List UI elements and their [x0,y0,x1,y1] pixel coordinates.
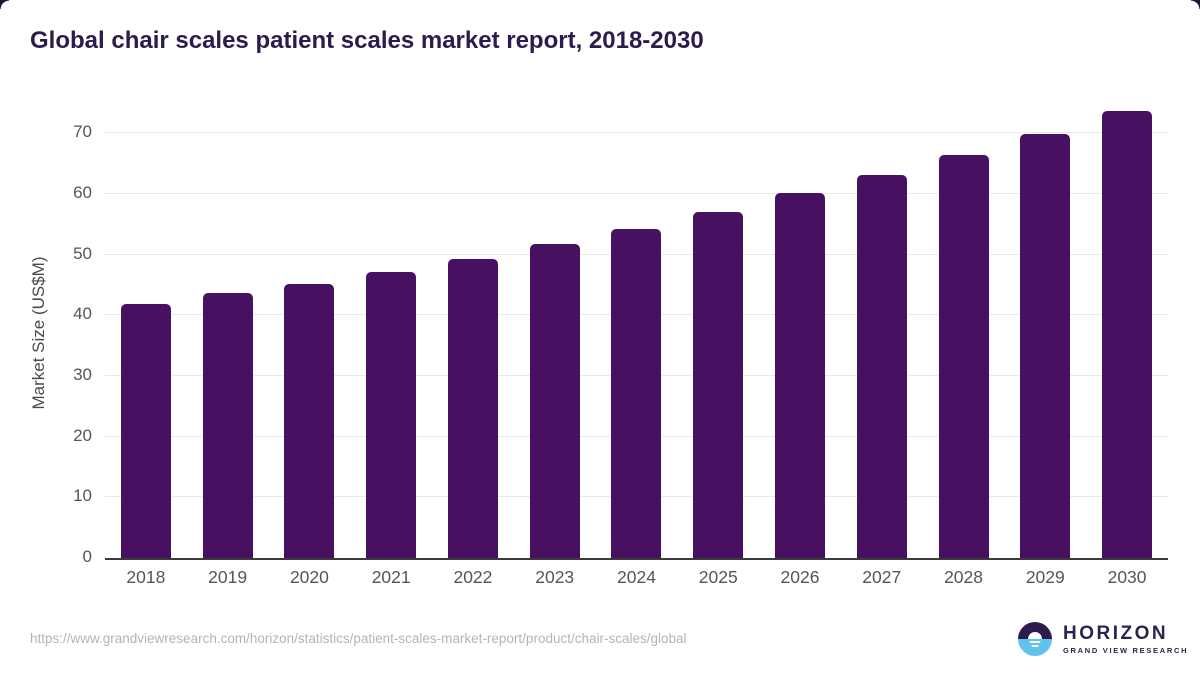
bars-container [105,109,1168,558]
bar-slot-2026 [759,109,841,558]
bar-slot-2024 [596,109,678,558]
horizon-logo: HORIZON GRAND VIEW RESEARCH [1018,622,1188,656]
y-tick-label: 20 [73,425,92,445]
bar-slot-2023 [514,109,596,558]
bar-2025 [693,211,744,558]
gridline [105,132,1168,134]
y-tick-label: 50 [73,243,92,263]
y-tick-label: 70 [73,122,92,142]
x-tick-label: 2025 [698,567,738,587]
y-tick-label: 30 [73,364,92,384]
bar-slot-2019 [187,109,269,558]
bar-2019 [202,292,253,558]
horizon-logo-icon [1018,622,1052,656]
bar-2028 [938,155,989,558]
bar-slot-2018 [105,109,187,558]
x-tick-label: 2018 [126,567,166,587]
x-tick-label: 2027 [862,567,902,587]
x-tick-label: 2023 [535,567,575,587]
plot-area [105,109,1168,560]
x-tick-label: 2019 [208,567,248,587]
reflection-line-icon [1029,641,1041,643]
bar-2027 [856,175,907,558]
x-tick-label: 2030 [1107,567,1147,587]
logo-brand: HORIZON [1063,622,1169,644]
bar-slot-2020 [269,109,351,558]
bar-2021 [366,272,417,558]
screenshot-corner-artifact [0,0,9,9]
bar-2018 [120,303,171,558]
chart-title: Global chair scales patient scales marke… [30,27,704,54]
bar-2029 [1020,134,1071,558]
screenshot-corner-artifact [1191,0,1200,9]
bar-slot-2022 [432,109,514,558]
logo-sub-brand: GRAND VIEW RESEARCH [1063,645,1189,655]
bar-chart [0,109,1200,560]
logo-text: HORIZON GRAND VIEW RESEARCH [1063,624,1188,655]
x-tick-label: 2029 [1025,567,1065,587]
bar-2020 [284,284,335,558]
bar-2030 [1102,111,1153,558]
y-axis-tick-labels: 0 10 20 30 40 50 60 70 [0,109,92,566]
x-tick-label: 2021 [371,567,411,587]
y-tick-label: 0 [82,547,92,566]
sun-dome-icon [1028,632,1042,639]
y-tick-label: 10 [73,486,92,506]
source-url: https://www.grandviewresearch.com/horizo… [30,631,687,646]
bar-slot-2030 [1086,109,1168,558]
bar-slot-2025 [677,109,759,558]
bar-2024 [611,228,662,558]
x-tick-label: 2028 [944,567,983,587]
bar-2022 [447,258,498,558]
reflection-line-icon [1031,645,1039,647]
x-tick-label: 2020 [289,567,329,587]
bar-slot-2028 [923,109,1005,558]
bar-slot-2021 [350,109,432,558]
bar-2023 [529,244,580,558]
x-axis-tick-labels: 2018 2019 2020 2021 2022 2023 2024 2025 2026 2027… [105,567,1168,588]
x-tick-label: 2022 [453,567,493,587]
x-tick-label: 2026 [780,567,820,587]
gridline [105,192,1168,194]
bar-slot-2029 [1004,109,1086,558]
x-tick-label: 2024 [617,567,656,587]
bar-slot-2027 [841,109,923,558]
bar-2026 [775,193,825,558]
y-tick-label: 60 [73,182,92,202]
y-tick-label: 40 [73,304,92,324]
